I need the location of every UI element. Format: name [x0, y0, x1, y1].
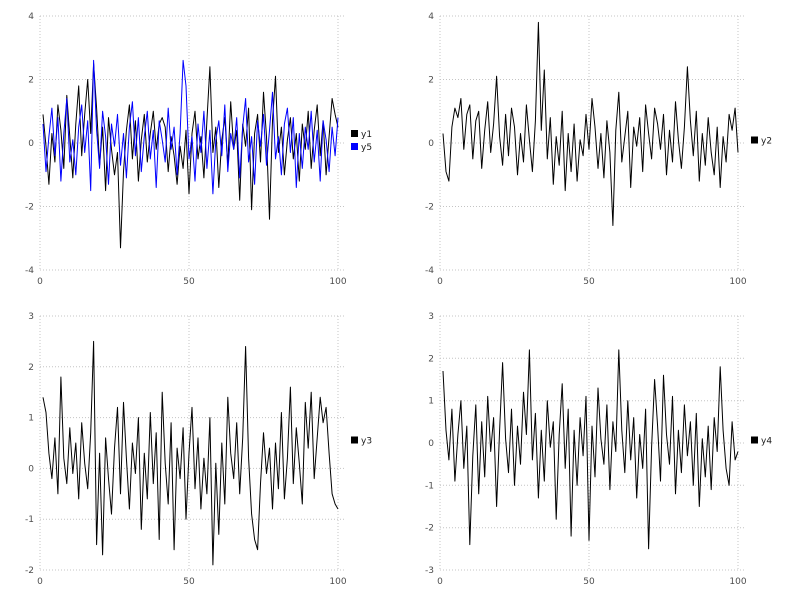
y-tick-label: 2: [428, 76, 434, 86]
y-tick-label: -2: [25, 203, 34, 213]
x-tick-label: 0: [37, 277, 43, 287]
x-tick-label: 0: [437, 577, 443, 587]
y-tick-label: 0: [28, 464, 34, 474]
legend-label-y5: y5: [361, 143, 372, 153]
y-tick-label: 3: [428, 312, 434, 322]
y-tick-label: 0: [428, 439, 434, 449]
chart-y1-y5: -4 -2 0 2 4 0 50 100 y1 y5: [0, 0, 400, 300]
x-tick-label: 100: [329, 277, 346, 287]
legend-swatch-y5: [351, 143, 358, 150]
x-tick-label: 50: [583, 577, 595, 587]
y-tick-label: -4: [25, 266, 34, 276]
series-line-y2: [442, 21, 739, 226]
x-tick-label: 0: [437, 277, 443, 287]
legend-label-y3: y3: [361, 437, 372, 447]
chart-y2: -4 -2 0 2 4 0 50 100 y2: [400, 0, 800, 300]
legend-swatch-y3: [351, 436, 358, 444]
y-tick-label: -4: [425, 266, 434, 276]
y-tick-label: -1: [25, 515, 34, 525]
chart-y1-y5-svg: -4 -2 0 2 4 0 50 100 y1 y5: [25, 12, 372, 287]
chart-y3-svg: -2 -1 0 1 2 3 0 50 100 y3: [25, 312, 372, 587]
y-tick-label: -3: [425, 566, 434, 576]
x-tick-label: 50: [183, 277, 195, 287]
x-tick-label: 100: [329, 577, 346, 587]
y-tick-label: -2: [425, 203, 434, 213]
legend-label-y1: y1: [361, 130, 372, 140]
y-tick-label: 0: [428, 139, 434, 149]
x-tick-label: 50: [583, 277, 595, 287]
y-tick-label: 0: [28, 139, 34, 149]
legend-label-y4: y4: [761, 437, 772, 447]
y-tick-label: 4: [28, 12, 34, 22]
legend-swatch-y4: [751, 436, 758, 444]
legend-swatch-y2: [751, 136, 758, 144]
chart-y2-svg: -4 -2 0 2 4 0 50 100 y2: [425, 12, 772, 287]
y-tick-label: 4: [428, 12, 434, 22]
y-tick-label: 1: [428, 397, 434, 407]
x-tick-label: 100: [729, 277, 746, 287]
y-tick-label: 2: [28, 76, 34, 86]
series-line-y3: [42, 340, 339, 566]
y-tick-label: 2: [28, 363, 34, 373]
chart-y4-svg: -3 -2 -1 0 1 2 3 0 50 100 y4: [425, 312, 772, 587]
y-tick-label: -2: [425, 524, 434, 534]
y-tick-label: -2: [25, 566, 34, 576]
series-line-y1: [42, 63, 339, 249]
chart-y3: -2 -1 0 1 2 3 0 50 100 y3: [0, 300, 400, 600]
x-tick-label: 0: [37, 577, 43, 587]
y-tick-label: -1: [425, 481, 434, 491]
series-line-y4: [442, 349, 739, 550]
legend-label-y2: y2: [761, 137, 772, 147]
series-line-y5: [42, 59, 339, 195]
y-tick-label: 1: [28, 414, 34, 424]
legend-swatch-y1: [351, 130, 358, 137]
y-tick-label: 3: [28, 312, 34, 322]
y-tick-label: 2: [428, 354, 434, 364]
chart-y4: -3 -2 -1 0 1 2 3 0 50 100 y4: [400, 300, 800, 600]
x-tick-label: 100: [729, 577, 746, 587]
x-tick-label: 50: [183, 577, 195, 587]
